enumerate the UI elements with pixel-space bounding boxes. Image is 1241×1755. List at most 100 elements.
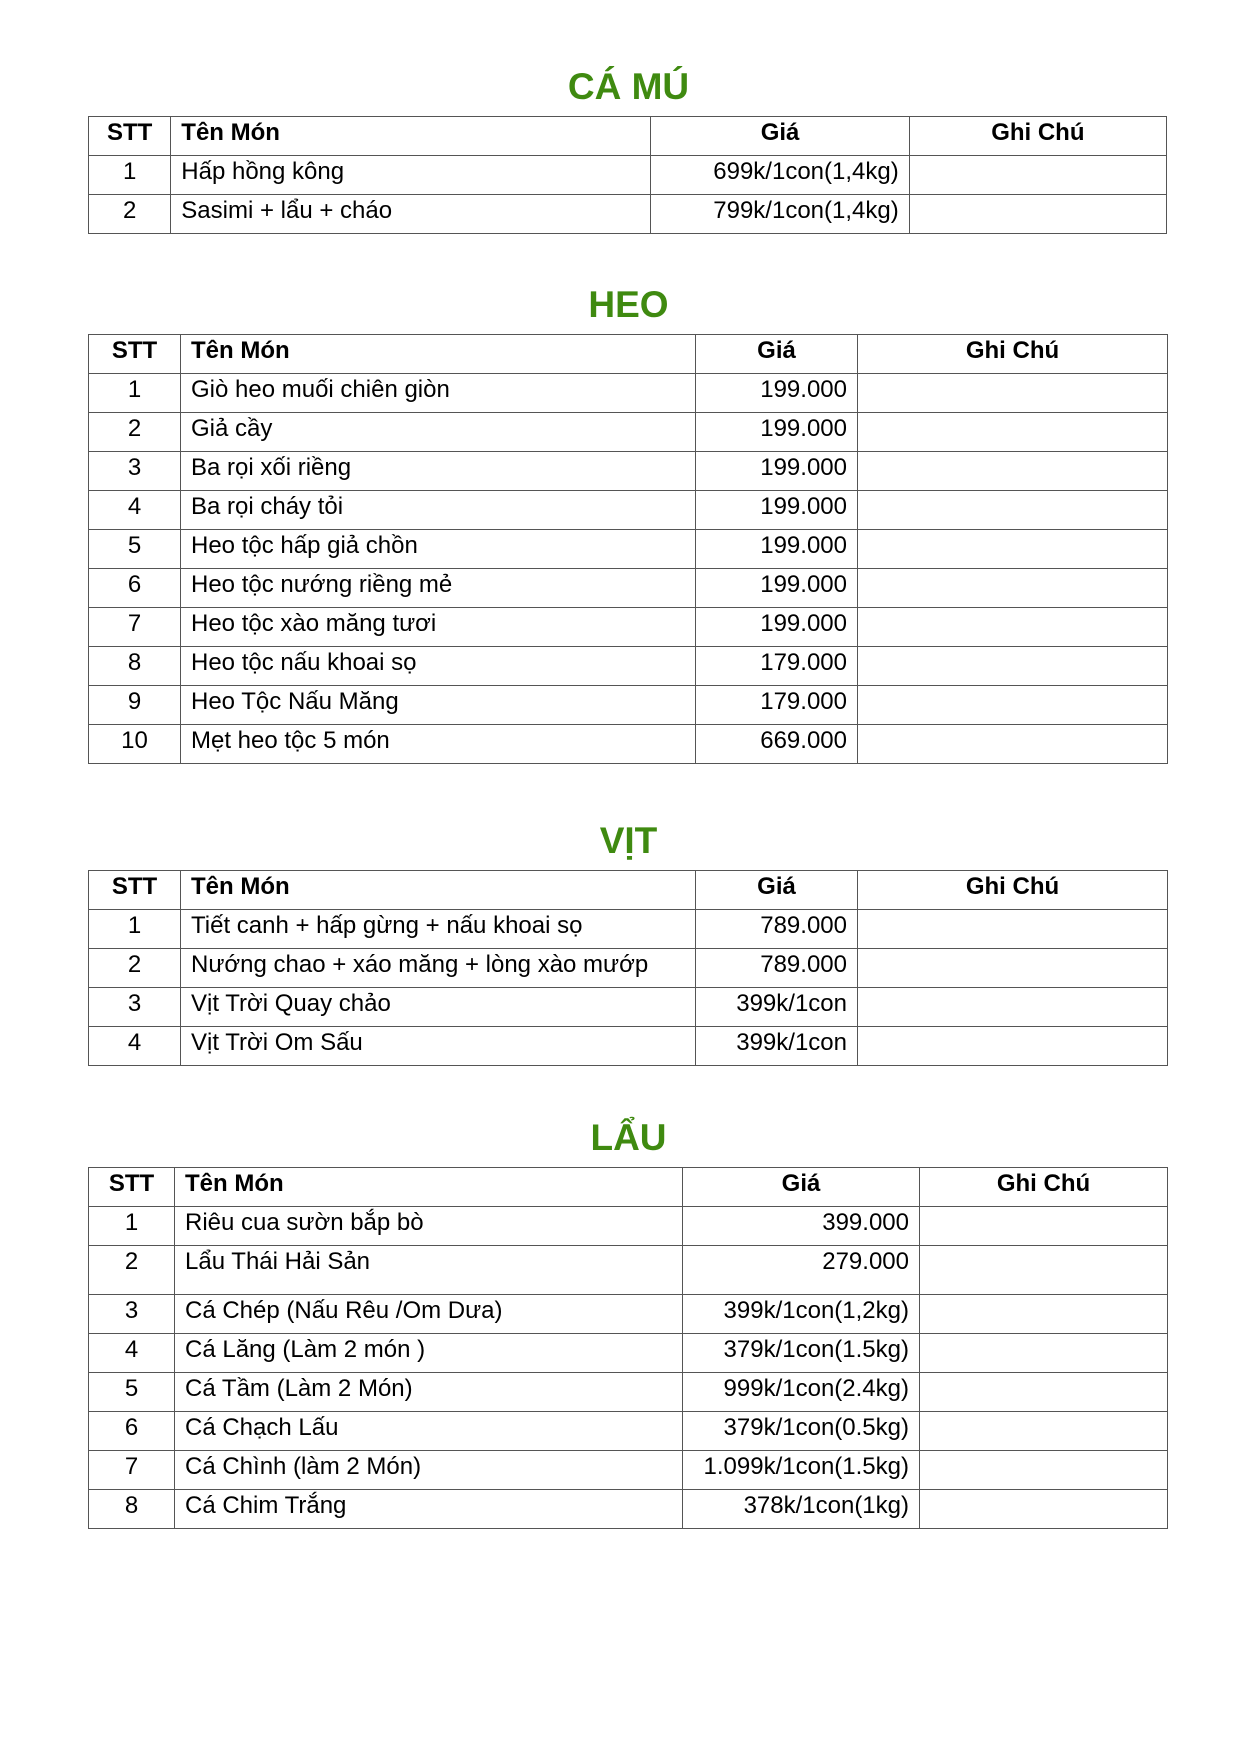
table-row: 2 Nướng chao + xáo măng + lòng xào mướp …	[88, 948, 1168, 988]
header-stt: STT	[88, 870, 181, 910]
row-price: 199.000	[695, 412, 858, 452]
table-row: 1 Hấp hồng kông 699k/1con(1,4kg)	[87, 155, 1168, 195]
row-note	[857, 1026, 1168, 1066]
row-price: 669.000	[695, 724, 858, 764]
table-row: 9 Heo Tộc Nấu Măng 179.000	[88, 685, 1168, 725]
header-stt: STT	[88, 334, 181, 374]
row-stt: 3	[88, 451, 181, 491]
row-stt: 5	[88, 529, 181, 569]
row-stt: 2	[88, 412, 181, 452]
header-price: Giá	[650, 116, 910, 156]
row-stt: 1	[88, 1206, 175, 1246]
row-note	[857, 646, 1168, 686]
row-name: Cá Chình (làm 2 Món)	[174, 1450, 683, 1490]
header-price: Giá	[695, 870, 858, 910]
menu-table: STT Tên Món Giá Ghi Chú 1 Riêu cua sườn …	[88, 1167, 1168, 1529]
menu-section: CÁ MÚ STT Tên Món Giá Ghi Chú 1 Hấp hồng…	[87, 58, 1168, 234]
row-stt: 2	[88, 948, 181, 988]
row-stt: 1	[88, 909, 181, 949]
row-note	[857, 987, 1168, 1027]
row-name: Heo tộc nướng riềng mẻ	[180, 568, 696, 608]
row-price: 399k/1con(1,2kg)	[682, 1294, 920, 1334]
row-stt: 7	[88, 1450, 175, 1490]
section-title: HEO	[588, 284, 669, 325]
header-note: Ghi Chú	[857, 334, 1168, 374]
row-note	[919, 1489, 1168, 1529]
row-note	[857, 948, 1168, 988]
row-stt: 6	[88, 568, 181, 608]
row-name: Cá Tầm (Làm 2 Món)	[174, 1372, 683, 1412]
row-price: 379k/1con(0.5kg)	[682, 1411, 920, 1451]
table-header: STT Tên Món Giá Ghi Chú	[88, 870, 1168, 910]
row-note	[919, 1372, 1168, 1412]
menu-section: HEO STT Tên Món Giá Ghi Chú 1 Giò heo mu…	[88, 276, 1168, 764]
row-note	[919, 1411, 1168, 1451]
header-name: Tên Món	[174, 1167, 683, 1207]
row-price: 199.000	[695, 529, 858, 569]
row-note	[857, 568, 1168, 608]
row-note	[857, 373, 1168, 413]
row-price: 279.000	[682, 1245, 920, 1295]
table-row: 4 Ba rọi cháy tỏi 199.000	[88, 490, 1168, 530]
table-row: 1 Giò heo muối chiên giòn 199.000	[88, 373, 1168, 413]
row-price: 699k/1con(1,4kg)	[650, 155, 910, 195]
row-name: Sasimi + lẩu + cháo	[170, 194, 652, 234]
row-stt: 8	[88, 646, 181, 686]
table-row: 3 Ba rọi xối riềng 199.000	[88, 451, 1168, 491]
row-name: Heo tộc xào măng tươi	[180, 607, 696, 647]
row-stt: 8	[88, 1489, 175, 1529]
header-stt: STT	[87, 116, 172, 156]
row-note	[919, 1245, 1168, 1295]
row-name: Giò heo muối chiên giòn	[180, 373, 696, 413]
row-stt: 10	[88, 724, 181, 764]
table-row: 6 Heo tộc nướng riềng mẻ 199.000	[88, 568, 1168, 608]
section-title: VỊT	[599, 820, 658, 861]
row-price: 179.000	[695, 646, 858, 686]
table-row: 2 Sasimi + lẩu + cháo 799k/1con(1,4kg)	[87, 194, 1168, 234]
row-name: Heo Tộc Nấu Măng	[180, 685, 696, 725]
row-price: 799k/1con(1,4kg)	[650, 194, 910, 234]
row-stt: 3	[88, 1294, 175, 1334]
table-row: 6 Cá Chạch Lấu 379k/1con(0.5kg)	[88, 1411, 1168, 1451]
row-note	[908, 194, 1168, 234]
header-note: Ghi Chú	[908, 116, 1168, 156]
row-name: Tiết canh + hấp gừng + nấu khoai sọ	[180, 909, 696, 949]
row-stt: 3	[88, 987, 181, 1027]
row-stt: 2	[88, 1245, 175, 1295]
row-price: 199.000	[695, 490, 858, 530]
table-row: 2 Lẩu Thái Hải Sản 279.000	[88, 1245, 1168, 1295]
row-stt: 4	[88, 490, 181, 530]
row-note	[857, 607, 1168, 647]
row-stt: 4	[88, 1333, 175, 1373]
row-note	[919, 1450, 1168, 1490]
row-stt: 7	[88, 607, 181, 647]
section-title: CÁ MÚ	[567, 66, 690, 107]
table-row: 7 Cá Chình (làm 2 Món) 1.099k/1con(1.5kg…	[88, 1450, 1168, 1490]
header-note: Ghi Chú	[857, 870, 1168, 910]
row-note	[857, 909, 1168, 949]
table-header: STT Tên Món Giá Ghi Chú	[88, 334, 1168, 374]
row-price: 179.000	[695, 685, 858, 725]
row-price: 199.000	[695, 451, 858, 491]
row-name: Ba rọi cháy tỏi	[180, 490, 696, 530]
row-note	[919, 1294, 1168, 1334]
menu-section: VỊT STT Tên Món Giá Ghi Chú 1 Tiết canh …	[88, 812, 1168, 1066]
row-note	[857, 685, 1168, 725]
table-row: 4 Cá Lăng (Làm 2 món ) 379k/1con(1.5kg)	[88, 1333, 1168, 1373]
table-row: 7 Heo tộc xào măng tươi 199.000	[88, 607, 1168, 647]
row-note	[857, 451, 1168, 491]
table-row: 2 Giả cầy 199.000	[88, 412, 1168, 452]
menu-table: STT Tên Món Giá Ghi Chú 1 Hấp hồng kông …	[87, 116, 1168, 234]
menu-table: STT Tên Món Giá Ghi Chú 1 Giò heo muối c…	[88, 334, 1168, 764]
row-stt: 6	[88, 1411, 175, 1451]
row-price: 789.000	[695, 909, 858, 949]
row-price: 789.000	[695, 948, 858, 988]
header-name: Tên Món	[180, 870, 696, 910]
row-stt: 4	[88, 1026, 181, 1066]
row-name: Riêu cua sườn bắp bò	[174, 1206, 683, 1246]
row-name: Hấp hồng kông	[170, 155, 652, 195]
row-note	[857, 490, 1168, 530]
menu-table: STT Tên Món Giá Ghi Chú 1 Tiết canh + hấ…	[88, 870, 1168, 1066]
menu-section: LẨU STT Tên Món Giá Ghi Chú 1 Riêu cua s…	[88, 1109, 1168, 1529]
row-price: 378k/1con(1kg)	[682, 1489, 920, 1529]
